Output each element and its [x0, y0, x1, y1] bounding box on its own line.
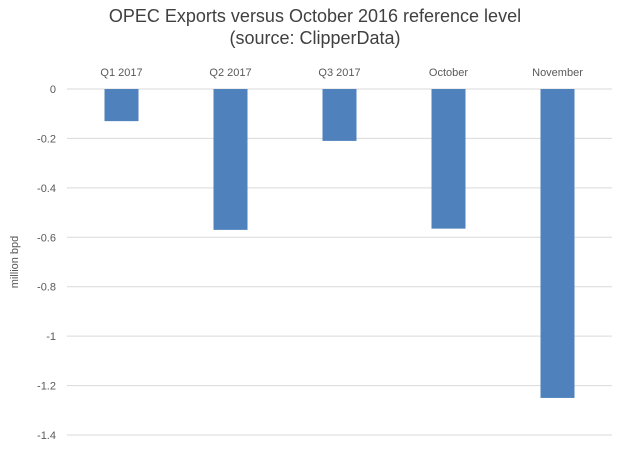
category-label: Q2 2017 [209, 67, 251, 79]
y-tick-label: -1.4 [37, 430, 56, 442]
y-tick-label: -0.8 [37, 282, 56, 294]
bar [213, 89, 248, 230]
category-label: Q1 2017 [100, 67, 142, 79]
y-tick-label: -0.4 [37, 183, 56, 195]
bar [540, 89, 575, 398]
bar [431, 89, 466, 229]
y-tick-label: -1 [46, 331, 56, 343]
y-tick-label: -0.2 [37, 133, 56, 145]
bar [322, 89, 357, 141]
y-axis-label: million bpd [9, 236, 21, 289]
chart-subtitle: (source: ClipperData) [229, 28, 401, 48]
y-tick-label: -0.6 [37, 232, 56, 244]
y-tick-label: -1.2 [37, 381, 56, 393]
category-label: November [532, 67, 583, 79]
y-tick-label: 0 [50, 84, 56, 96]
chart-title: OPEC Exports versus October 2016 referen… [108, 6, 522, 26]
category-label: October [429, 67, 468, 79]
category-label: Q3 2017 [318, 67, 360, 79]
bar [104, 89, 139, 122]
